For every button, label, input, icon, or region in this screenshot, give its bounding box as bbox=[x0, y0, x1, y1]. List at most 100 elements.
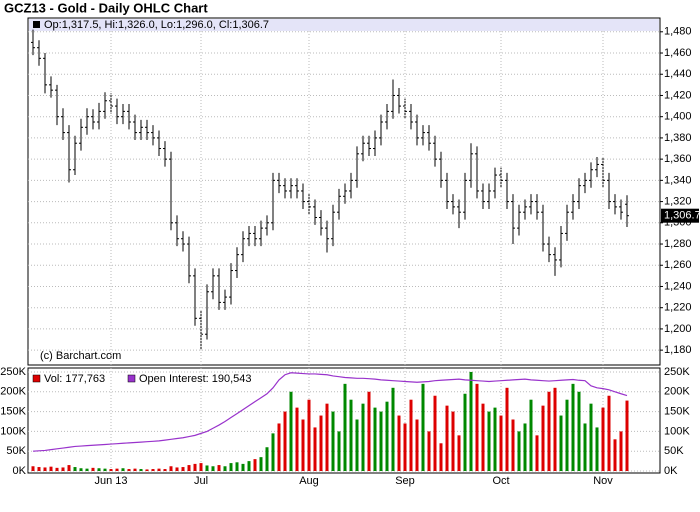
volume-bar bbox=[499, 415, 503, 472]
y-tick-label-left: 100K bbox=[0, 425, 26, 437]
price-panel bbox=[27, 17, 661, 366]
x-tick-label: Nov bbox=[593, 475, 613, 487]
volume-bar bbox=[229, 463, 233, 472]
volume-bar bbox=[523, 423, 527, 472]
volume-bar bbox=[583, 423, 587, 472]
volume-bar bbox=[283, 411, 287, 472]
volume-bar bbox=[433, 395, 437, 472]
volume-bar bbox=[85, 468, 89, 472]
y-tick-label: 1,320 bbox=[664, 195, 692, 207]
volume-bar bbox=[307, 399, 311, 472]
volume-bar bbox=[397, 415, 401, 472]
volume-bar bbox=[247, 461, 251, 472]
volume-bar bbox=[469, 371, 473, 472]
volume-bar bbox=[565, 399, 569, 472]
volume-bar bbox=[553, 387, 557, 472]
volume-bar bbox=[403, 423, 407, 472]
volume-bar bbox=[595, 427, 599, 472]
volume-bar bbox=[55, 467, 59, 472]
y-tick-label: 1,280 bbox=[664, 238, 692, 250]
volume-bar bbox=[103, 468, 107, 472]
volume-bar bbox=[349, 399, 353, 472]
volume-bar bbox=[157, 468, 161, 472]
volume-bar bbox=[151, 469, 155, 472]
volume-bar bbox=[409, 399, 413, 472]
y-tick-label: 50K bbox=[664, 445, 684, 457]
volume-bar bbox=[355, 419, 359, 472]
volume-bar bbox=[181, 467, 185, 472]
volume-bar bbox=[265, 447, 269, 472]
volume-bar bbox=[193, 463, 197, 472]
y-tick-label: 1,420 bbox=[664, 89, 692, 101]
volume-bar bbox=[547, 391, 551, 472]
y-tick-label: 1,220 bbox=[664, 302, 692, 314]
y-tick-label: 1,200 bbox=[664, 323, 692, 335]
y-tick-label: 1,240 bbox=[664, 280, 692, 292]
volume-bar bbox=[37, 467, 41, 472]
volume-bar bbox=[163, 469, 167, 472]
volume-bar bbox=[97, 468, 101, 472]
y-tick-label: 1,380 bbox=[664, 132, 692, 144]
volume-bar bbox=[277, 423, 281, 472]
volume-bar bbox=[175, 467, 179, 472]
volume-bar bbox=[487, 411, 491, 472]
volume-bar bbox=[43, 467, 47, 472]
header-marker bbox=[33, 21, 40, 28]
y-tick-label-left: 200K bbox=[0, 386, 26, 398]
volume-bar bbox=[421, 383, 425, 472]
chart-title: GCZ13 - Gold - Daily OHLC Chart bbox=[4, 0, 208, 15]
legend-swatch bbox=[127, 374, 136, 383]
volume-bar bbox=[67, 465, 71, 472]
header-bar bbox=[29, 19, 659, 31]
volume-bar bbox=[115, 468, 119, 472]
volume-bar bbox=[253, 459, 257, 472]
y-tick-label: 1,460 bbox=[664, 47, 692, 59]
y-tick-label: 1,360 bbox=[664, 153, 692, 165]
volume-bar bbox=[559, 415, 563, 472]
y-tick-label: 100K bbox=[664, 425, 690, 437]
volume-bar bbox=[457, 435, 461, 472]
y-tick-label: 250K bbox=[664, 366, 690, 378]
volume-bar bbox=[301, 419, 305, 472]
y-tick-label: 1,480 bbox=[664, 26, 692, 38]
volume-bar bbox=[505, 387, 509, 472]
volume-bar bbox=[625, 400, 629, 472]
volume-bar bbox=[109, 469, 113, 472]
volume-bar bbox=[451, 411, 455, 472]
volume-bar bbox=[79, 468, 83, 472]
volume-bar bbox=[337, 431, 341, 472]
volume-bar bbox=[343, 383, 347, 472]
volume-bar bbox=[385, 401, 389, 472]
volume-bar bbox=[199, 463, 203, 472]
y-tick-label-left: 50K bbox=[6, 445, 26, 457]
y-tick-label: 1,400 bbox=[664, 111, 692, 123]
legend-swatch bbox=[32, 374, 41, 383]
y-tick-label-left: 250K bbox=[0, 366, 26, 378]
volume-bar bbox=[271, 433, 275, 472]
volume-bar bbox=[439, 443, 443, 472]
y-tick-label: 1,180 bbox=[664, 344, 692, 356]
volume-bar bbox=[577, 391, 581, 472]
volume-bar bbox=[493, 407, 497, 472]
volume-bar bbox=[295, 407, 299, 472]
legend-label: Open Interest: 190,543 bbox=[139, 373, 252, 385]
volume-bar bbox=[187, 465, 191, 472]
volume-bar bbox=[517, 431, 521, 472]
volume-bar bbox=[223, 466, 227, 472]
y-tick-label: 150K bbox=[664, 405, 690, 417]
x-tick-label: Aug bbox=[299, 475, 319, 487]
volume-bar bbox=[145, 469, 149, 472]
volume-bar bbox=[613, 439, 617, 472]
y-tick-label: 200K bbox=[664, 386, 690, 398]
y-tick-label-left: 0K bbox=[13, 465, 27, 477]
open-interest-line bbox=[32, 372, 628, 452]
volume-bar bbox=[541, 405, 545, 472]
x-tick-label: Sep bbox=[395, 475, 415, 487]
volume-bar bbox=[463, 393, 467, 472]
legend-label: Vol: 177,763 bbox=[44, 373, 105, 385]
volume-bar bbox=[61, 467, 65, 472]
x-tick-label: Jun 13 bbox=[94, 475, 127, 487]
volume-bar bbox=[217, 465, 221, 472]
volume-bar bbox=[427, 431, 431, 472]
